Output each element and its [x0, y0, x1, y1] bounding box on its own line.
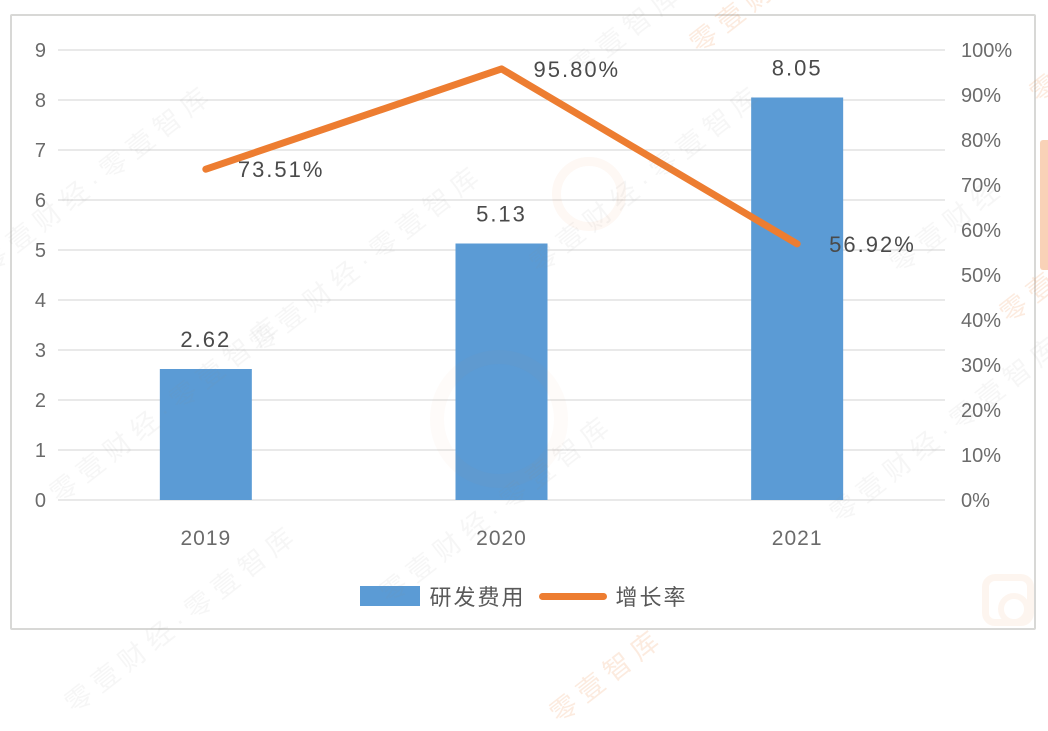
chart-legend: 研发费用 增长率 [0, 582, 1048, 610]
left-axis-tick-label: 3 [35, 340, 46, 362]
right-axis-tick-label: 60% [961, 220, 1001, 242]
bar-2019 [159, 369, 252, 500]
left-axis-tick-label: 7 [35, 140, 46, 162]
left-axis-tick-label: 5 [35, 240, 46, 262]
left-axis-tick-label: 8 [35, 90, 46, 112]
legend-line-swatch [538, 592, 607, 600]
left-axis-tick-label: 1 [35, 440, 46, 462]
right-axis-tick-label: 10% [961, 445, 1001, 467]
legend-item-rd-expense: 研发费用 [360, 580, 525, 612]
x-axis-label-2019: 2019 [180, 527, 231, 550]
legend-label: 研发费用 [429, 585, 526, 610]
right-axis-tick-label: 70% [961, 175, 1001, 197]
right-axis-tick-label: 80% [961, 130, 1001, 152]
bar-2021 [751, 97, 844, 500]
legend-label: 增长率 [615, 585, 688, 610]
right-axis-tick-label: 50% [961, 265, 1001, 287]
bar-value-label: 8.05 [772, 56, 823, 81]
left-axis-tick-label: 4 [35, 290, 46, 312]
x-axis-label-2020: 2020 [476, 527, 527, 550]
right-axis-tick-label: 20% [961, 400, 1001, 422]
left-axis-tick-label: 0 [35, 490, 46, 512]
right-axis-tick-label: 40% [961, 310, 1001, 332]
legend-item-growth-rate: 增长率 [538, 580, 688, 612]
left-axis-tick-label: 2 [35, 390, 46, 412]
line-value-label: 73.51% [238, 157, 325, 182]
x-axis-label-2021: 2021 [772, 527, 823, 550]
bar-value-label: 2.62 [180, 327, 231, 352]
bar-2020 [455, 243, 548, 500]
left-axis-tick-label: 9 [35, 40, 46, 62]
growth-rate-line [202, 65, 801, 248]
chart-frame [10, 14, 1036, 630]
left-axis-tick-label: 6 [35, 190, 46, 212]
right-axis-tick-label: 100% [961, 40, 1012, 62]
chart-plot: 01234567890%10%20%30%40%50%60%70%80%90%1… [35, 40, 1012, 550]
line-value-label: 56.92% [829, 232, 916, 257]
bar-value-label: 5.13 [476, 202, 527, 227]
legend-bar-swatch [360, 586, 421, 606]
right-axis-tick-label: 30% [961, 355, 1001, 377]
right-axis-tick-label: 90% [961, 85, 1001, 107]
line-value-label: 95.80% [534, 57, 621, 82]
right-axis-tick-label: 0% [961, 490, 990, 512]
